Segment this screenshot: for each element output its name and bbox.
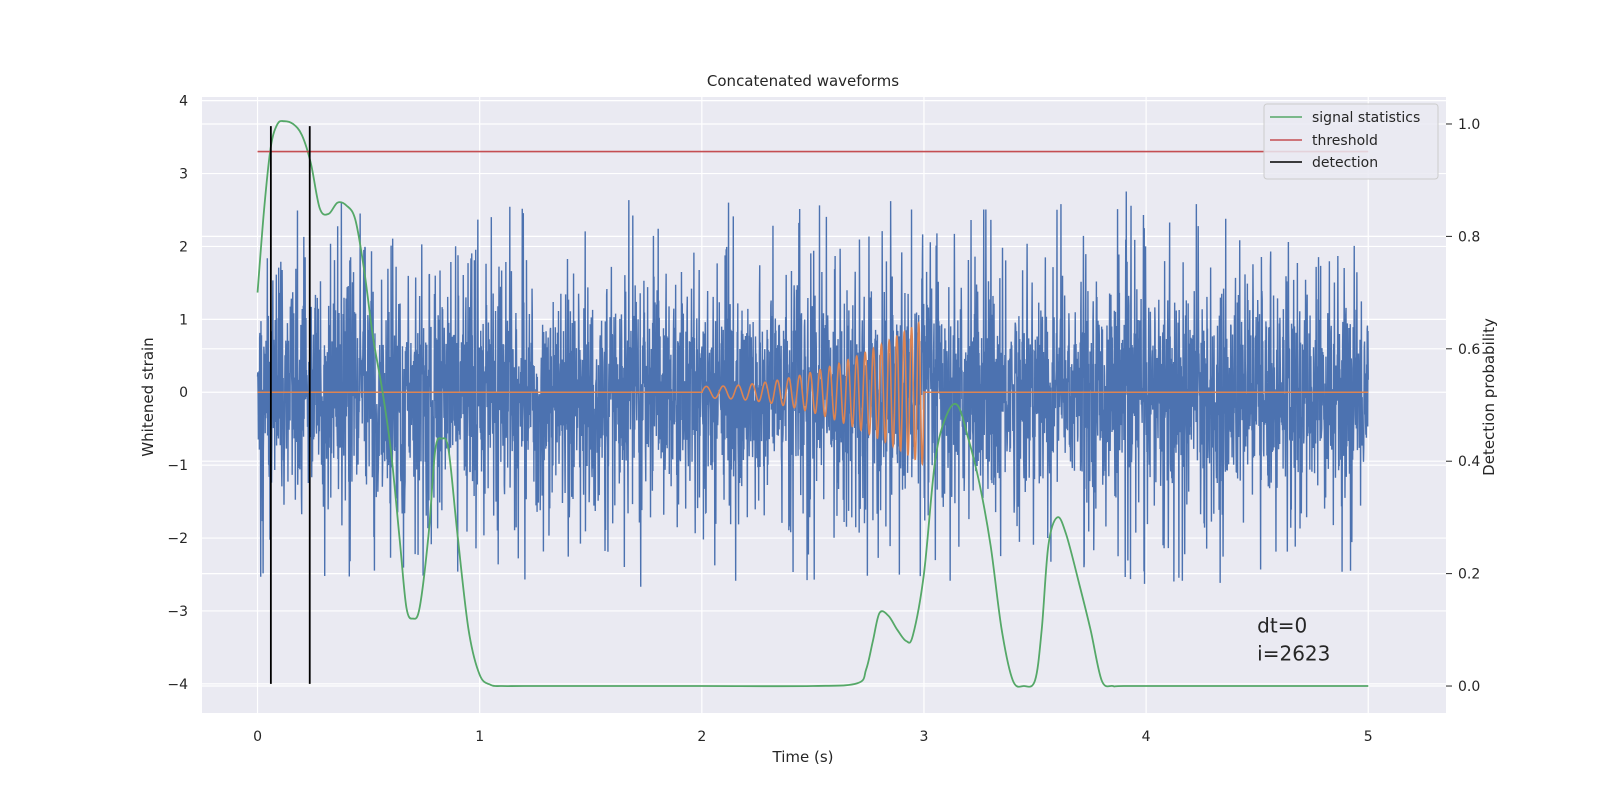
x-axis-ticks: 0 1 2 3 4 5 xyxy=(253,729,1373,745)
x-tick-label: 3 xyxy=(920,729,929,745)
x-tick-label: 5 xyxy=(1364,729,1373,745)
right-y-tick-label: 0.2 xyxy=(1458,567,1480,583)
template-line xyxy=(257,320,1369,467)
y-tick-label: −3 xyxy=(167,604,188,620)
right-y-axis-label: Detection probability xyxy=(1480,318,1498,476)
legend-label-threshold: threshold xyxy=(1312,133,1378,149)
y-tick-label: 1 xyxy=(179,312,188,328)
signal-statistics-series xyxy=(256,120,1369,688)
y-tick-label: 2 xyxy=(179,239,188,255)
legend: signal statistics threshold detection xyxy=(1263,103,1439,180)
x-tick-label: 0 xyxy=(253,729,262,745)
annotation-dt: dt=0 xyxy=(1257,614,1307,638)
x-tick-label: 2 xyxy=(697,729,706,745)
y-axis-ticks: −4 −3 −2 −1 0 1 2 3 4 xyxy=(167,94,188,693)
annotation-i: i=2623 xyxy=(1257,642,1330,666)
right-y-tick-label: 0.6 xyxy=(1458,342,1480,358)
template-series xyxy=(257,320,1369,467)
y-tick-label: −1 xyxy=(167,458,188,474)
legend-box xyxy=(1263,103,1439,180)
y-tick-label: 4 xyxy=(179,94,188,110)
strain-series xyxy=(256,191,1369,587)
signal-statistics-line xyxy=(256,120,1369,688)
y-tick-label: −2 xyxy=(167,531,188,547)
y-tick-label: 3 xyxy=(179,167,188,183)
y-axis-label: Whitened strain xyxy=(139,337,157,456)
right-y-tick-label: 0.8 xyxy=(1458,229,1480,245)
y-tick-label: −4 xyxy=(167,677,188,693)
right-y-tick-label: 0.4 xyxy=(1458,454,1480,470)
chart-title: Concatenated waveforms xyxy=(707,72,899,90)
strain-line xyxy=(256,191,1369,587)
right-y-tick-label: 1.0 xyxy=(1458,117,1480,133)
y-tick-label: 0 xyxy=(179,385,188,401)
detection-series xyxy=(269,126,311,684)
legend-label-detection: detection xyxy=(1312,155,1378,171)
right-y-axis-ticks: 0.0 0.2 0.4 0.6 0.8 1.0 xyxy=(1446,117,1480,695)
x-tick-label: 4 xyxy=(1142,729,1151,745)
legend-label-signal: signal statistics xyxy=(1312,110,1420,126)
right-y-tick-label: 0.0 xyxy=(1458,679,1480,695)
x-tick-label: 1 xyxy=(475,729,484,745)
x-axis-label: Time (s) xyxy=(772,748,834,766)
